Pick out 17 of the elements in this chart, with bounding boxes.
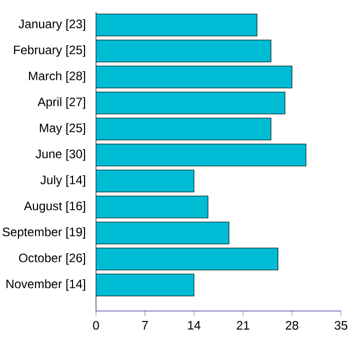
- x-tick-label: 35: [334, 321, 348, 330]
- x-tick-label: 14: [188, 321, 200, 330]
- y-tick-label: May [25]: [40, 123, 86, 135]
- y-tick-label: August [16]: [24, 201, 86, 213]
- x-tick-label: 28: [286, 321, 298, 330]
- y-tick-label: November [14]: [6, 279, 86, 291]
- y-tick-label: July [14]: [40, 175, 86, 187]
- y-tick-label: March [28]: [29, 71, 86, 83]
- y-tick-label: February [25]: [14, 45, 86, 57]
- x-tick-label: 7: [142, 321, 148, 330]
- y-tick-label: September [19]: [2, 227, 86, 239]
- x-tick-label: 0: [93, 321, 99, 330]
- y-tick-label: June [30]: [36, 149, 86, 161]
- y-tick-label: April [27]: [38, 97, 86, 109]
- x-tick-label: 21: [236, 321, 250, 330]
- y-tick-label: October [26]: [19, 253, 86, 265]
- y-tick-label: January [23]: [18, 19, 86, 31]
